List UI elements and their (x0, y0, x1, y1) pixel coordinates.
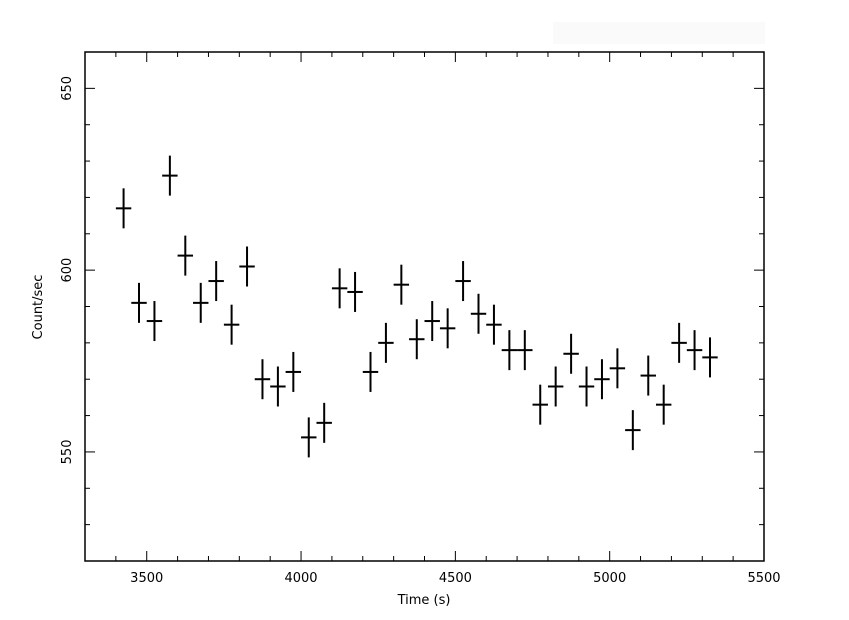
data-point (162, 155, 178, 196)
data-point (331, 268, 348, 309)
y-tick-label: 550 (60, 440, 75, 465)
data-point (578, 366, 595, 407)
data-point (563, 333, 579, 374)
data-point (609, 348, 626, 389)
data-point (378, 322, 394, 363)
x-tick-label: 5000 (593, 571, 626, 586)
data-point (671, 322, 687, 363)
data-point (424, 301, 440, 342)
x-tick-label: 5500 (747, 571, 780, 586)
data-point (115, 188, 132, 229)
data-point (146, 301, 163, 342)
data-point (285, 351, 302, 392)
data-point (486, 304, 502, 345)
data-point (501, 330, 518, 371)
data-point (301, 417, 317, 458)
data-point (439, 308, 456, 349)
data-point (532, 384, 548, 425)
data-point (409, 319, 425, 360)
data-point (239, 246, 255, 287)
x-tick-label: 4500 (439, 571, 472, 586)
y-axis-label: Count/sec (31, 275, 46, 340)
data-point (686, 330, 703, 371)
data-point (393, 264, 410, 305)
tick-labels: 3500 4000 4500 5000 5500 550 600 650 (60, 76, 781, 586)
title-strip (553, 22, 765, 44)
data-point (455, 261, 471, 302)
data-point (655, 384, 672, 425)
data-point (193, 282, 209, 323)
data-point (347, 271, 363, 312)
data-point (223, 304, 240, 345)
data-point (316, 402, 332, 443)
data-point (208, 261, 224, 302)
y-tick-label: 600 (60, 258, 75, 283)
x-axis-label: Time (s) (397, 593, 451, 608)
data-point (640, 355, 656, 396)
data-point (177, 235, 194, 276)
data-point (702, 337, 718, 378)
data-point (270, 366, 286, 407)
data-point (547, 366, 564, 407)
x-tick-label: 4000 (284, 571, 317, 586)
x-tick-label: 3500 (130, 571, 163, 586)
data-point (594, 359, 610, 400)
data-points (115, 155, 718, 458)
data-point (254, 359, 271, 400)
data-point (517, 330, 533, 371)
data-point (131, 282, 147, 323)
axis-ticks (84, 51, 765, 562)
plot-frame (84, 51, 765, 562)
data-point (362, 351, 379, 392)
data-point (625, 410, 641, 451)
y-tick-label: 650 (60, 76, 75, 101)
data-point (470, 293, 487, 334)
